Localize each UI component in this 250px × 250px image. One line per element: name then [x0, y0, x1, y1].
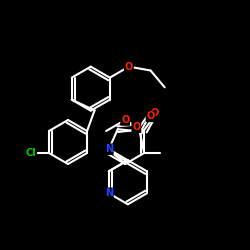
- Text: N: N: [105, 144, 113, 154]
- Text: O: O: [150, 108, 158, 118]
- Text: O: O: [132, 122, 140, 132]
- Text: O: O: [125, 62, 133, 72]
- Text: N: N: [105, 188, 113, 198]
- Text: Cl: Cl: [26, 148, 36, 158]
- Text: O: O: [146, 111, 155, 121]
- Text: O: O: [121, 115, 129, 125]
